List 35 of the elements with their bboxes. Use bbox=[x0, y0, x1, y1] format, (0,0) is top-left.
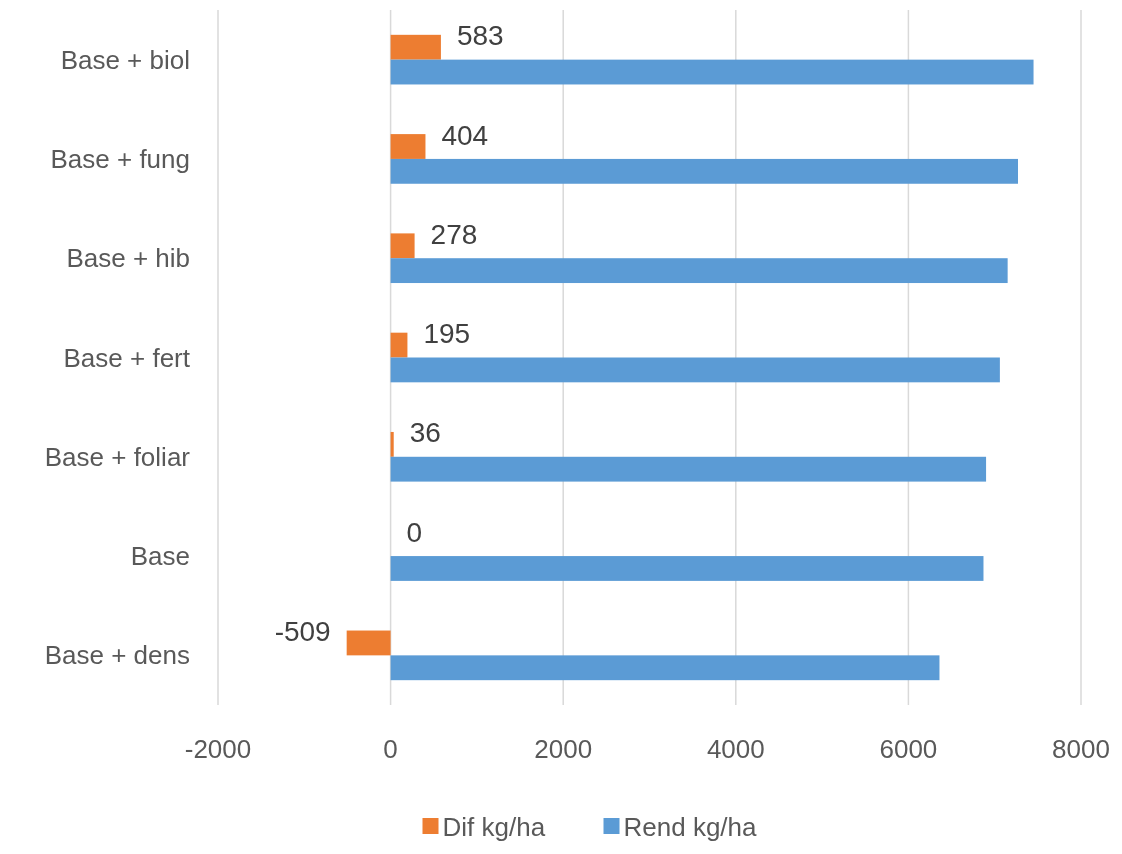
bar bbox=[390, 456, 987, 482]
y-tick-label: Base + hib bbox=[66, 243, 190, 274]
x-tick-label: -2000 bbox=[184, 734, 252, 764]
legend-label: Dif kg/ha bbox=[442, 812, 546, 842]
x-tick-label: 6000 bbox=[879, 734, 938, 764]
x-tick-label: 2000 bbox=[534, 734, 593, 764]
y-tick-label: Base + foliar bbox=[44, 441, 191, 472]
y-tick-label: Base bbox=[130, 541, 190, 572]
bar bbox=[390, 332, 408, 358]
x-tick-label: 0 bbox=[383, 734, 398, 764]
x-tick-label: 8000 bbox=[1052, 734, 1110, 764]
y-tick-label: Base + biol bbox=[60, 44, 190, 75]
y-tick-label: Base + dens bbox=[44, 640, 190, 671]
y-tick-label: Base + fung bbox=[50, 143, 190, 174]
data-label: 0 bbox=[406, 516, 423, 548]
data-label: 583 bbox=[456, 20, 504, 52]
bar bbox=[390, 431, 394, 457]
x-tick-label: 4000 bbox=[706, 734, 765, 764]
y-tick-label: Base + fert bbox=[63, 342, 191, 373]
bar bbox=[390, 59, 1034, 85]
data-label: -509 bbox=[274, 615, 331, 647]
bar bbox=[390, 258, 1008, 284]
bar bbox=[390, 34, 441, 60]
data-label: 195 bbox=[423, 318, 471, 350]
bar bbox=[390, 233, 415, 259]
bar bbox=[390, 357, 1000, 383]
bar bbox=[346, 630, 391, 656]
bar bbox=[390, 134, 426, 159]
data-label: 36 bbox=[409, 417, 441, 449]
bar bbox=[390, 655, 940, 681]
legend-label: Rend kg/ha bbox=[623, 812, 758, 842]
bar bbox=[390, 556, 984, 581]
data-label: 278 bbox=[430, 218, 478, 250]
data-label: 404 bbox=[441, 119, 489, 151]
bar bbox=[390, 158, 1018, 184]
